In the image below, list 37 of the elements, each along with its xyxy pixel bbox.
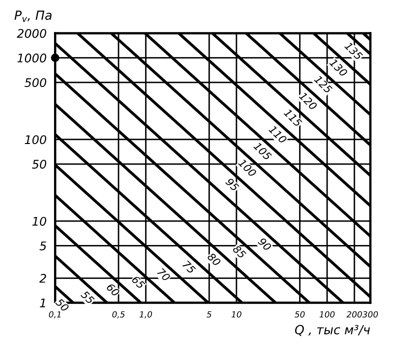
x-tick-label: 300 xyxy=(362,311,378,318)
x-tick-label: 0,1 xyxy=(48,311,61,318)
x-tick-label: 1,0 xyxy=(140,311,152,318)
text: 70 xyxy=(156,268,171,282)
y-tick-label: 10 xyxy=(32,216,46,226)
x-tick-label: 0,5 xyxy=(112,311,125,318)
text: 100 xyxy=(238,158,257,178)
text: 105 xyxy=(253,142,272,161)
y-tick-label: 500 xyxy=(24,78,46,88)
text: 65 xyxy=(131,275,146,290)
text: 135 xyxy=(344,42,364,60)
text: 75 xyxy=(182,260,196,274)
x-tick-label: 5 xyxy=(206,311,212,318)
text: 85 xyxy=(232,244,247,259)
x-tick-label: 200 xyxy=(346,311,362,318)
x-tick-label: 50 xyxy=(294,311,305,318)
x-tick-label: 10 xyxy=(232,311,242,318)
text: 110 xyxy=(268,124,288,144)
text: 55 xyxy=(80,290,95,304)
text: 60 xyxy=(106,282,120,297)
text: 95 xyxy=(225,177,240,192)
text: 120 xyxy=(298,92,318,111)
text: 125 xyxy=(314,74,333,94)
x-tick-label: 100 xyxy=(320,311,335,318)
y-tick-label: 1 xyxy=(40,298,46,308)
y-tick-label: 2000 xyxy=(16,28,46,38)
y-tick-label: 1000 xyxy=(17,54,46,62)
text: 115 xyxy=(284,108,302,128)
x-axis-title: Q , тыс м³/ч xyxy=(295,324,370,336)
y-tick-label: 50 xyxy=(32,160,46,169)
y-tick-label: 5 xyxy=(40,242,46,250)
text: 80 xyxy=(206,252,222,267)
y-tick-label: 100 xyxy=(24,135,46,144)
text: 90 xyxy=(258,237,272,252)
y-tick-label: 2 xyxy=(39,274,46,283)
y-axis-title: P$_{v}$, Па xyxy=(14,10,52,22)
text: 130 xyxy=(329,58,348,78)
